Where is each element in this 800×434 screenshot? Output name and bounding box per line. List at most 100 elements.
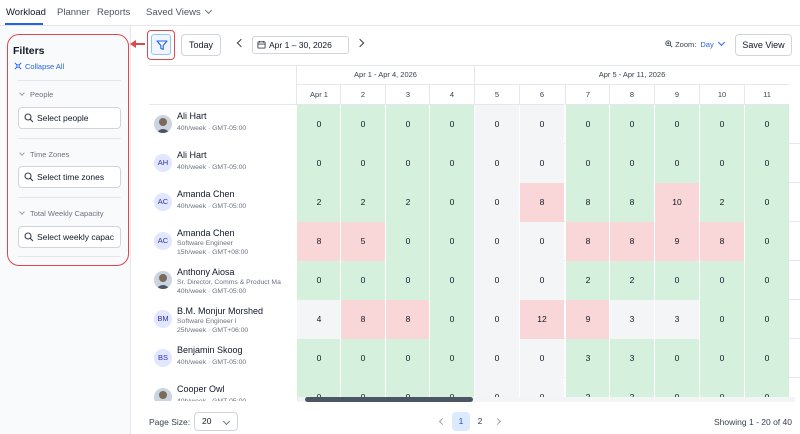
workload-cell[interactable]: 0 xyxy=(474,339,519,378)
person-cell[interactable]: AC Amanda Chen Software Engineer 15h/week ·… xyxy=(149,222,296,261)
person-cell[interactable]: Cooper Owl 40h/week · GMT-05:00 xyxy=(149,378,296,401)
workload-cell[interactable]: 0 xyxy=(429,261,474,300)
person-cell[interactable]: BM B.M. Monjur Morshed Software Engineer I… xyxy=(149,300,296,339)
page-2-button[interactable]: 2 xyxy=(477,416,483,426)
workload-cell[interactable]: 8 xyxy=(565,183,610,222)
workload-cell[interactable]: 0 xyxy=(340,378,385,401)
workload-cell[interactable]: 0 xyxy=(385,105,430,144)
workload-cell[interactable]: 8 xyxy=(340,300,385,339)
workload-cell[interactable]: 0 xyxy=(474,144,519,183)
workload-cell[interactable]: 10 xyxy=(654,183,699,222)
workload-cell[interactable]: 2 xyxy=(296,183,341,222)
person-cell[interactable]: AH Ali Hart 40h/week · GMT-05:00 xyxy=(149,144,296,183)
workload-cell[interactable]: 0 xyxy=(565,144,610,183)
weekly-capacity-select[interactable]: Select weekly capac xyxy=(18,226,121,248)
workload-cell[interactable]: 3 xyxy=(609,300,654,339)
workload-cell[interactable]: 0 xyxy=(429,144,474,183)
workload-cell[interactable]: 2 xyxy=(340,183,385,222)
workload-cell[interactable]: 0 xyxy=(385,339,430,378)
table-row[interactable]: AH Ali Hart 40h/week · GMT-05:00 0 0 0 0 0 0 0 0 0 0… xyxy=(149,144,800,183)
workload-cell[interactable]: 0 xyxy=(519,261,564,300)
next-period-chevron-icon[interactable] xyxy=(355,38,365,48)
workload-cell[interactable]: 0 xyxy=(699,300,744,339)
table-row[interactable]: BM B.M. Monjur Morshed Software Engineer I… xyxy=(149,300,800,339)
previous-page-chevron-icon[interactable] xyxy=(438,417,447,426)
workload-cell[interactable]: 0 xyxy=(296,105,341,144)
previous-period-chevron-icon[interactable] xyxy=(236,38,246,48)
workload-cell[interactable]: 0 xyxy=(654,261,699,300)
workload-cell[interactable]: 0 xyxy=(519,144,564,183)
workload-cell[interactable]: 0 xyxy=(519,105,564,144)
person-cell[interactable]: Anthony Aiosa Sr. Director, Comms & Produ… xyxy=(149,261,296,300)
workload-cell[interactable]: 2 xyxy=(385,183,430,222)
workload-cell[interactable]: 5 xyxy=(340,222,385,261)
workload-cell[interactable]: 3 xyxy=(654,300,699,339)
table-row[interactable]: AC Amanda Chen 40h/week · GMT-05:00 2 2 2 0 0 8 8… xyxy=(149,183,800,222)
zoom-control[interactable]: Zoom: Day xyxy=(665,38,725,49)
workload-cell[interactable]: 0 xyxy=(296,339,341,378)
workload-cell[interactable]: 0 xyxy=(519,222,564,261)
workload-cell[interactable]: 0 xyxy=(699,261,744,300)
workload-cell[interactable]: 0 xyxy=(429,183,474,222)
table-row[interactable]: BS Benjamin Skoog 40h/week · GMT-05:00 0 0 0 0… xyxy=(149,339,800,378)
tab-reports[interactable]: Reports xyxy=(97,7,131,18)
tab-saved-views[interactable]: Saved Views xyxy=(146,6,212,18)
workload-cell[interactable]: 3 xyxy=(609,339,654,378)
workload-cell[interactable]: 0 xyxy=(744,378,789,401)
workload-cell[interactable]: 2 xyxy=(699,183,744,222)
workload-cell[interactable]: 4 xyxy=(296,300,341,339)
section-time-zones[interactable]: Time Zones xyxy=(19,150,69,159)
workload-cell[interactable]: 0 xyxy=(744,300,789,339)
save-view-button[interactable]: Save View xyxy=(735,34,792,56)
collapse-all-link[interactable]: Collapse All xyxy=(14,62,64,71)
workload-cell[interactable]: 0 xyxy=(609,144,654,183)
section-weekly-capacity[interactable]: Total Weekly Capacity xyxy=(19,209,104,218)
workload-cell[interactable]: 8 xyxy=(609,222,654,261)
person-cell[interactable]: Ali Hart 40h/week · GMT-05:00 xyxy=(149,105,296,144)
workload-cell[interactable]: 0 xyxy=(654,105,699,144)
workload-cell[interactable]: 0 xyxy=(744,222,789,261)
workload-cell[interactable]: 0 xyxy=(429,105,474,144)
workload-cell[interactable]: 0 xyxy=(519,378,564,401)
workload-cell[interactable]: 0 xyxy=(474,378,519,401)
workload-cell[interactable]: 8 xyxy=(565,222,610,261)
today-button[interactable]: Today xyxy=(181,34,221,56)
filter-toggle-button[interactable] xyxy=(151,34,171,55)
workload-cell[interactable]: 0 xyxy=(429,222,474,261)
workload-cell[interactable]: 0 xyxy=(296,261,341,300)
workload-cell[interactable]: 0 xyxy=(385,144,430,183)
workload-cell[interactable]: 0 xyxy=(474,261,519,300)
workload-cell[interactable]: 0 xyxy=(429,339,474,378)
workload-cell[interactable]: 0 xyxy=(699,378,744,401)
person-cell[interactable]: AC Amanda Chen 40h/week · GMT-05:00 xyxy=(149,183,296,222)
workload-cell[interactable]: 0 xyxy=(654,339,699,378)
table-row[interactable]: AC Amanda Chen Software Engineer 15h/week ·… xyxy=(149,222,800,261)
horizontal-scrollbar-track[interactable] xyxy=(298,397,795,402)
horizontal-scrollbar-thumb[interactable] xyxy=(305,397,473,402)
workload-cell[interactable]: 0 xyxy=(474,300,519,339)
section-people[interactable]: People xyxy=(19,90,53,99)
person-cell[interactable]: BS Benjamin Skoog 40h/week · GMT-05:00 xyxy=(149,339,296,378)
workload-cell[interactable]: 3 xyxy=(565,339,610,378)
workload-cell[interactable]: 8 xyxy=(609,183,654,222)
table-row[interactable]: Ali Hart 40h/week · GMT-05:00 0 0 0 0 0 0 0 0 0 0 0 xyxy=(149,105,800,144)
workload-cell[interactable]: 0 xyxy=(474,183,519,222)
workload-cell[interactable]: 0 xyxy=(429,378,474,401)
workload-cell[interactable]: 0 xyxy=(654,144,699,183)
workload-cell[interactable]: 0 xyxy=(474,105,519,144)
workload-cell[interactable]: 0 xyxy=(296,144,341,183)
workload-cell[interactable]: 0 xyxy=(519,339,564,378)
workload-cell[interactable]: 0 xyxy=(296,378,341,401)
workload-cell[interactable]: 0 xyxy=(340,144,385,183)
tab-planner[interactable]: Planner xyxy=(57,7,90,18)
workload-cell[interactable]: 0 xyxy=(744,144,789,183)
workload-cell[interactable]: 2 xyxy=(565,378,610,401)
workload-cell[interactable]: 9 xyxy=(565,300,610,339)
workload-cell[interactable]: 0 xyxy=(654,378,699,401)
next-page-chevron-icon[interactable] xyxy=(493,417,502,426)
workload-cell[interactable]: 0 xyxy=(385,378,430,401)
workload-cell[interactable]: 0 xyxy=(474,222,519,261)
workload-cell[interactable]: 8 xyxy=(385,300,430,339)
date-range-picker[interactable]: Apr 1 – 30, 2026 xyxy=(252,36,349,54)
page-size-select[interactable]: 20 xyxy=(194,412,238,431)
